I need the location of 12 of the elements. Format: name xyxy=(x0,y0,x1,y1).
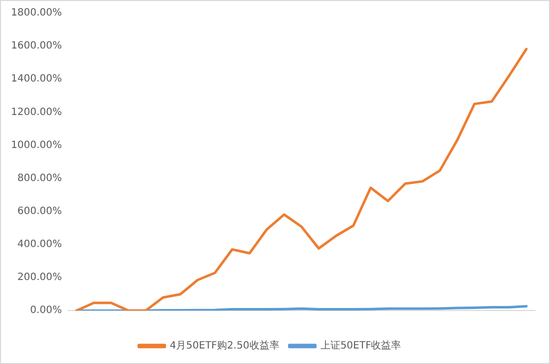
y-tick-label: 1000.00% xyxy=(10,140,62,151)
legend-label: 上证50ETF收益率 xyxy=(320,340,402,352)
y-tick-label: 400.00% xyxy=(17,239,62,250)
y-tick-label: 600.00% xyxy=(17,206,62,217)
y-tick-label: 200.00% xyxy=(17,272,62,284)
y-tick-label: 1600.00% xyxy=(10,40,62,52)
y-tick-label: 1200.00% xyxy=(10,106,62,118)
y-tick-label: 0.00% xyxy=(30,305,62,316)
y-tick-label: 1800.00% xyxy=(10,8,62,19)
legend-label: 4月50ETF购2.50收益率 xyxy=(170,340,280,352)
y-tick-label: 800.00% xyxy=(17,172,62,184)
y-tick-label: 1400.00% xyxy=(10,74,62,85)
